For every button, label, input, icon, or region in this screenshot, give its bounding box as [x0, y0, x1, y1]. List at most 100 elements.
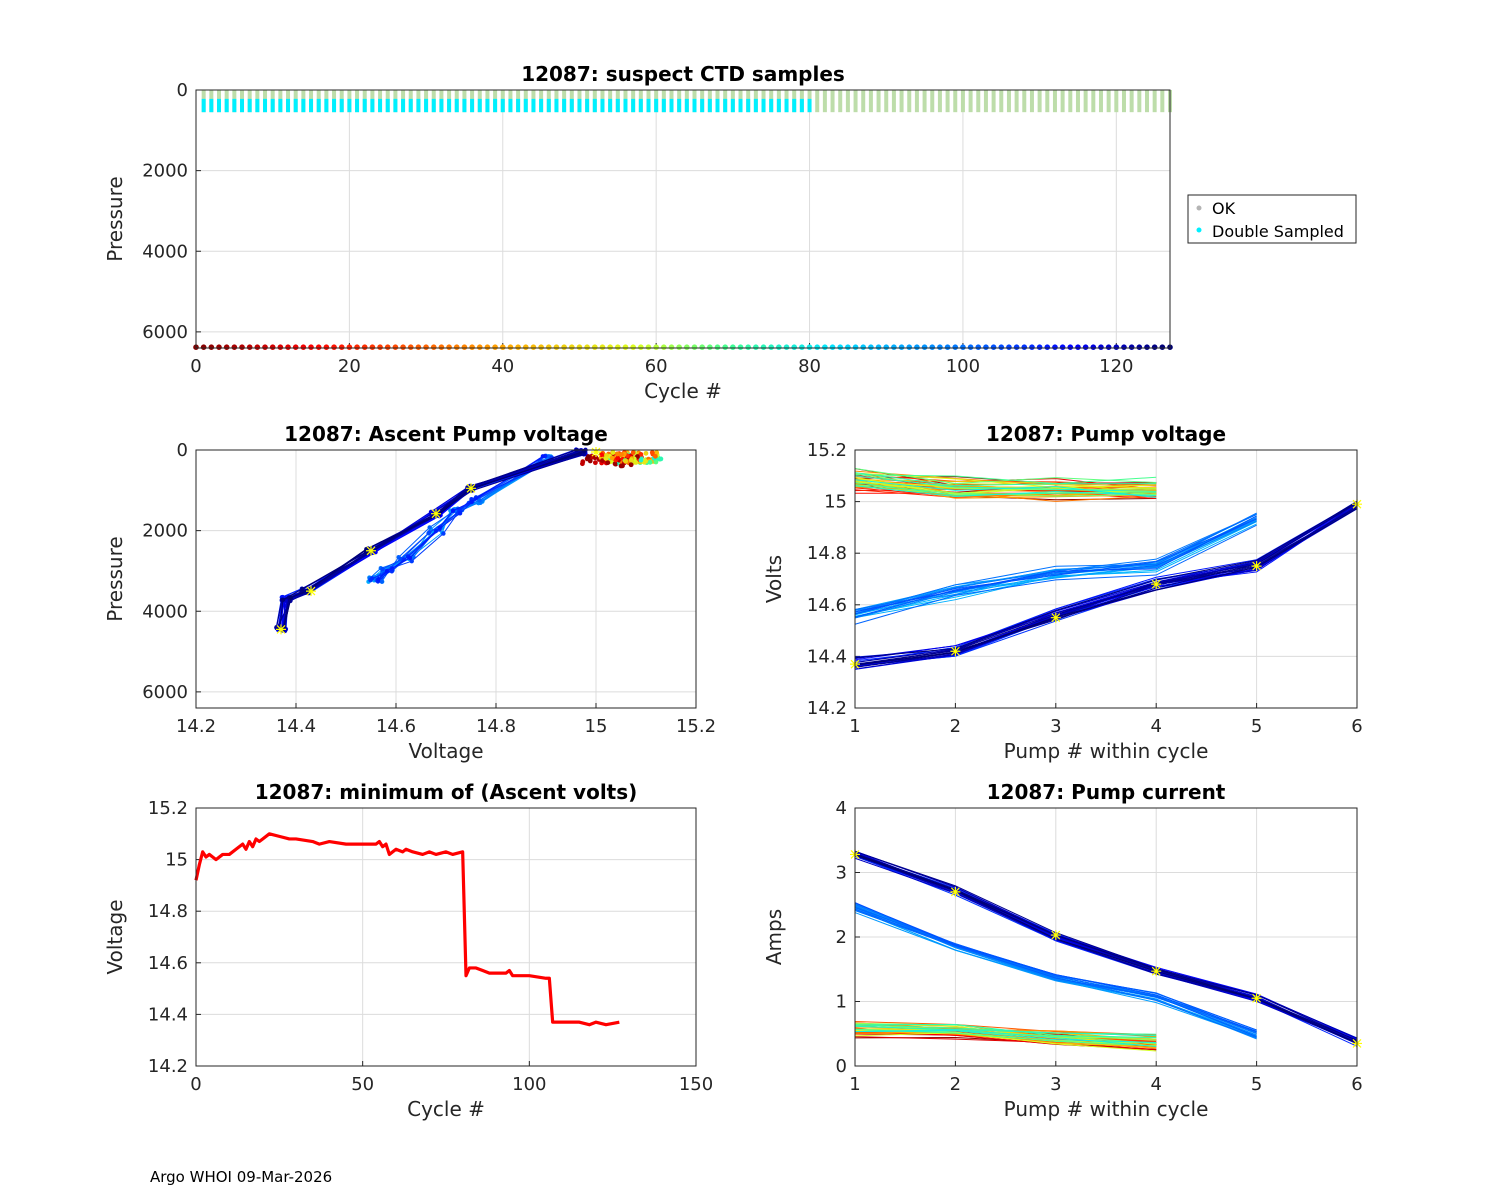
- y-tick-label: 14.8: [807, 543, 847, 564]
- y-axis-label: Pressure: [103, 176, 127, 261]
- chart-title: 12087: suspect CTD samples: [521, 62, 845, 86]
- cycle-marker: [515, 344, 521, 350]
- cycle-marker: [691, 344, 698, 350]
- y-tick-label: 4: [836, 798, 847, 819]
- cycle-marker: [1144, 344, 1150, 350]
- x-tick-label: 20: [338, 356, 361, 377]
- y-tick-label: 15: [824, 492, 847, 513]
- cycle-marker: [216, 344, 222, 350]
- x-tick-label: 2: [950, 716, 961, 737]
- pump-cycle-line: [854, 479, 1157, 498]
- cycle-marker: [983, 344, 989, 350]
- summary-star: [1151, 579, 1162, 590]
- pump-cycle-line: [854, 908, 1257, 1037]
- cycle-marker: [592, 344, 598, 350]
- x-tick-label: 4: [1150, 716, 1161, 737]
- ascent-sample-point: [618, 463, 624, 469]
- cycle-marker: [561, 344, 567, 350]
- ascent-sample-point: [605, 460, 611, 466]
- x-axis-label: Voltage: [408, 739, 483, 763]
- cycle-marker: [599, 344, 606, 350]
- cycle-marker: [768, 344, 774, 350]
- cycle-marker: [285, 344, 291, 350]
- cycle-marker: [400, 344, 406, 350]
- pump-cycle-line: [854, 518, 1257, 618]
- cycle-marker: [791, 344, 798, 350]
- pump-cycle-line: [854, 1031, 1157, 1050]
- cycle-marker: [1067, 344, 1074, 350]
- x-tick-label: 14.6: [376, 716, 416, 737]
- x-tick-label: 4: [1150, 1074, 1161, 1095]
- pump-cycle-line: [854, 518, 1257, 615]
- legend-double-sampled-label: Double Sampled: [1212, 222, 1344, 241]
- ascent-sample-point: [585, 454, 591, 459]
- y-tick-label: 14.2: [807, 698, 847, 719]
- double-sampled-samples: [201, 98, 812, 113]
- cycle-marker: [269, 344, 276, 350]
- cycle-marker: [760, 344, 767, 350]
- cycle-marker: [392, 344, 399, 350]
- ascent-sample-point: [300, 586, 305, 592]
- axes-border: [195, 89, 1171, 349]
- x-tick-label: 6: [1351, 1074, 1362, 1095]
- cycle-marker: [1006, 344, 1012, 350]
- summary-star: [1251, 561, 1262, 572]
- cycle-marker: [200, 344, 207, 350]
- ascent-sample-point: [477, 498, 482, 503]
- x-tick-label: 40: [491, 356, 514, 377]
- ascent-sample-point: [638, 457, 644, 463]
- cycle-marker: [891, 344, 897, 350]
- cycle-marker: [1090, 344, 1097, 350]
- cycle-marker: [1029, 344, 1035, 350]
- ascent-sample-point: [587, 458, 593, 464]
- summary-star: [276, 624, 286, 635]
- axes-border: [854, 807, 1358, 1067]
- pump-cycle-line: [854, 1030, 1157, 1044]
- cycle-marker: [967, 344, 974, 350]
- ascent-sample-point: [612, 461, 618, 467]
- x-tick-label: 0: [190, 356, 201, 377]
- cycle-marker: [576, 344, 583, 350]
- x-tick-label: 150: [679, 1074, 713, 1095]
- x-axis-label: Cycle #: [407, 1097, 485, 1121]
- cycle-marker: [369, 344, 376, 350]
- cycle-marker: [553, 344, 560, 350]
- y-tick-label: 1: [836, 992, 847, 1013]
- ascent-sample-point: [652, 453, 658, 459]
- cycle-marker: [944, 344, 951, 350]
- x-tick-label: 6: [1351, 716, 1362, 737]
- cycle-marker: [707, 344, 713, 350]
- plot-area: [196, 450, 696, 708]
- pump-cycle-line: [854, 517, 1257, 612]
- pump-cycle-line: [854, 474, 1157, 485]
- x-tick-label: 2: [950, 1074, 961, 1095]
- cycle-marker: [1082, 344, 1089, 350]
- cycle-marker: [998, 344, 1005, 350]
- ascent-sample-point: [643, 450, 649, 456]
- y-tick-label: 14.6: [148, 953, 188, 974]
- cycle-marker: [960, 344, 966, 350]
- ascent-sample-point: [628, 457, 634, 463]
- ascent-sample-point: [628, 462, 634, 468]
- cycle-marker: [499, 344, 506, 350]
- cycle-marker: [684, 344, 690, 350]
- y-tick-label: 0: [177, 440, 188, 461]
- pump-cycle-line: [854, 854, 1358, 1045]
- cycle-marker: [568, 344, 575, 350]
- cycle-marker: [476, 344, 483, 350]
- ascent-sample-point: [615, 455, 621, 461]
- cycle-marker: [246, 344, 253, 350]
- chart-title: 12087: Pump voltage: [986, 422, 1226, 446]
- x-tick-label: 5: [1251, 1074, 1262, 1095]
- cycle-marker: [661, 344, 667, 350]
- y-tick-label: 0: [836, 1056, 847, 1077]
- cycle-marker: [231, 344, 238, 350]
- y-tick-label: 14.8: [148, 901, 188, 922]
- y-tick-label: 15.2: [148, 798, 188, 819]
- ascent-sample-point: [380, 566, 385, 572]
- cycle-marker: [753, 344, 759, 350]
- cycle-marker: [1121, 344, 1127, 350]
- ascent-sample-point: [450, 508, 456, 513]
